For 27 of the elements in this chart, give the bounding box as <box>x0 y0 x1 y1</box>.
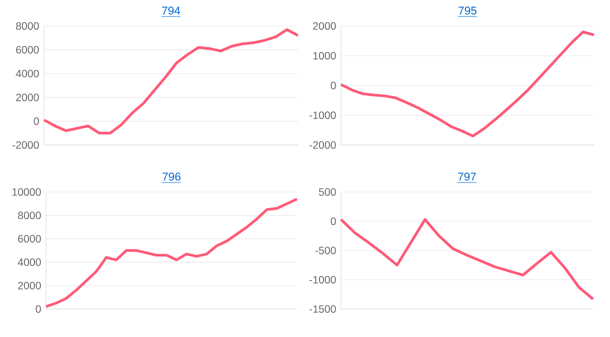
y-tick-label: 2000 <box>313 22 336 30</box>
line-series <box>42 28 300 134</box>
y-tick-label: 4000 <box>16 70 39 78</box>
y-tick-label: 500 <box>318 188 336 196</box>
y-tick-label: -2000 <box>12 141 39 149</box>
y-tick-label: 4000 <box>18 258 41 266</box>
y-tick-label: -2000 <box>309 141 336 149</box>
y-tick-label: 2000 <box>16 94 39 102</box>
chart-title: 796 <box>162 172 180 181</box>
y-tick-label: 0 <box>34 117 39 125</box>
y-tick-label: 8000 <box>18 212 41 220</box>
chart-title: 794 <box>162 6 180 15</box>
y-tick-label: 10000 <box>12 188 41 196</box>
y-tick-label: 6000 <box>18 235 41 243</box>
y-tick-label: -1000 <box>309 276 336 284</box>
y-tick-label: -1000 <box>309 111 336 120</box>
y-tick-label: 0 <box>36 305 41 313</box>
y-tick-label: 1000 <box>313 52 336 60</box>
y-tick-label: 2000 <box>18 282 41 290</box>
y-tick-label: -1500 <box>309 305 336 313</box>
y-tick-label: 0 <box>330 82 336 90</box>
chart-title: 797 <box>458 172 476 181</box>
y-tick-label: 8000 <box>16 22 39 30</box>
y-tick-label: -500 <box>315 246 336 254</box>
y-tick-label: 0 <box>330 217 336 226</box>
chart-title: 795 <box>458 6 476 15</box>
y-tick-label: 6000 <box>16 46 39 54</box>
